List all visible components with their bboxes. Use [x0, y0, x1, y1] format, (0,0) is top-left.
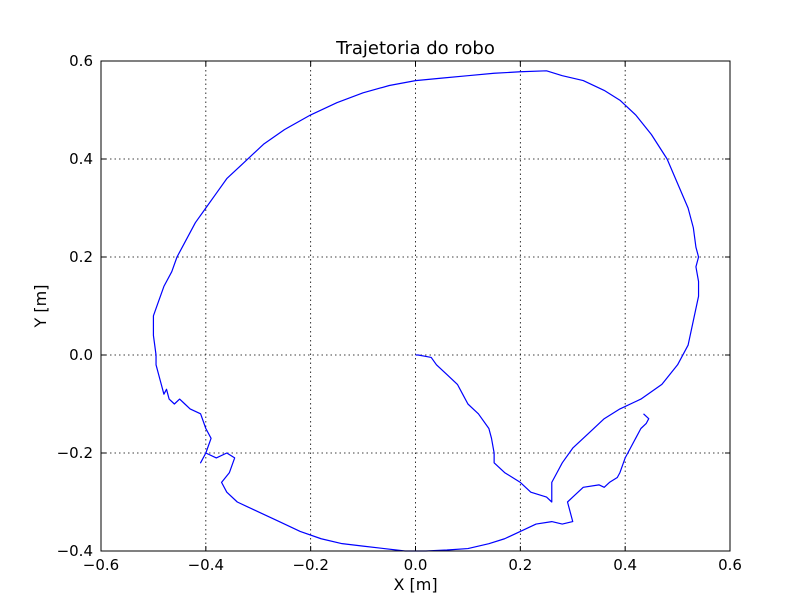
trajectory-line [152, 70, 700, 552]
x-tick-label: 0.6 [718, 556, 742, 574]
x-tick-label: −0.2 [292, 556, 328, 574]
x-tick-label: −0.4 [188, 556, 224, 574]
y-tick-labels: −0.4 −0.2 0.0 0.2 0.4 0.6 [57, 52, 93, 560]
y-tick-label: 0.2 [69, 248, 93, 266]
y-tick-label: 0.4 [69, 150, 93, 168]
x-tick-label: 0.4 [613, 556, 637, 574]
y-tick-label: 0.6 [69, 52, 93, 70]
y-tick-label: −0.2 [57, 444, 93, 462]
series-layer [152, 70, 700, 552]
chart-title: Trajetoria do robo [335, 38, 495, 59]
x-tick-label: 0.2 [508, 556, 532, 574]
x-tick-label: 0.0 [404, 556, 428, 574]
plot-frame [100, 60, 731, 552]
grid [101, 61, 730, 551]
y-tick-label: 0.0 [69, 346, 93, 364]
x-tick-labels: −0.6 −0.4 −0.2 0.0 0.2 0.4 0.6 [83, 556, 742, 574]
x-axis-label: X [m] [393, 575, 437, 594]
x-tick-label: −0.6 [83, 556, 119, 574]
y-axis-label: Y [m] [31, 285, 50, 329]
y-tick-label: −0.4 [57, 542, 93, 560]
